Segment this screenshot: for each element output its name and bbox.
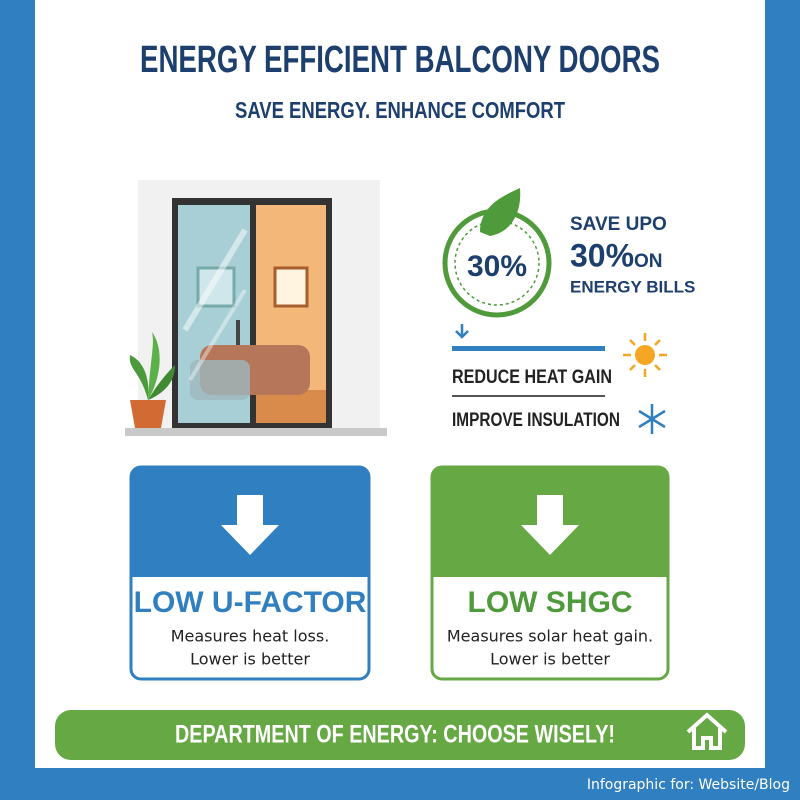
title: ENERGY EFFICIENT BALCONY DOORS (140, 39, 660, 81)
card (430, 465, 670, 681)
divider (452, 346, 605, 351)
card-title: LOW SHGC (468, 586, 633, 619)
savings-big: 30% (570, 237, 634, 273)
benefit: REDUCE HEAT GAIN (452, 367, 612, 388)
divider (452, 395, 605, 397)
card-title: LOW U-FACTOR (134, 586, 367, 619)
benefit: IMPROVE INSULATION (452, 410, 620, 431)
snow-icon (638, 404, 666, 434)
savings-line: ENERGY BILLS (570, 277, 695, 296)
card (129, 465, 371, 681)
banner-text: DEPARTMENT OF ENERGY: CHOOSE WISELY! (175, 721, 615, 749)
card-text: Measures solar heat gain. (447, 627, 653, 646)
home-icon (686, 712, 728, 750)
door-illustration (125, 180, 387, 436)
caption: Infographic for: Website/Blog (587, 777, 790, 793)
savings-line: SAVE UPO (570, 214, 667, 235)
sun-icon (623, 333, 667, 377)
subtitle: SAVE ENERGY. ENHANCE COMFORT (235, 97, 565, 123)
card-text: Lower is better (190, 650, 310, 669)
banner (55, 710, 745, 760)
leaf-icon (480, 188, 521, 236)
card-text: Lower is better (490, 650, 610, 669)
card-text: Measures heat loss. (171, 627, 330, 646)
down-icon (455, 324, 469, 339)
badge-text: 30% (467, 250, 527, 283)
savings-small: ON (634, 251, 663, 272)
badge-inner (454, 220, 540, 306)
